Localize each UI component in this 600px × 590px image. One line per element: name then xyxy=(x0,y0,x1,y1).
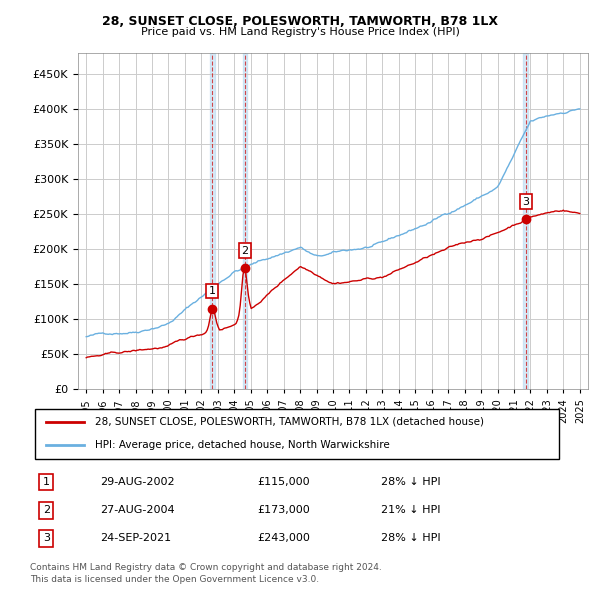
Text: 2: 2 xyxy=(43,505,50,515)
Text: 1: 1 xyxy=(43,477,50,487)
Text: Price paid vs. HM Land Registry's House Price Index (HPI): Price paid vs. HM Land Registry's House … xyxy=(140,27,460,37)
Text: 28, SUNSET CLOSE, POLESWORTH, TAMWORTH, B78 1LX (detached house): 28, SUNSET CLOSE, POLESWORTH, TAMWORTH, … xyxy=(95,417,484,427)
Text: 27-AUG-2004: 27-AUG-2004 xyxy=(100,505,175,515)
Text: £243,000: £243,000 xyxy=(257,533,310,543)
Text: 2: 2 xyxy=(241,245,248,255)
Bar xyxy=(209,53,215,389)
Text: 3: 3 xyxy=(43,533,50,543)
Text: 3: 3 xyxy=(523,196,529,206)
Text: 28% ↓ HPI: 28% ↓ HPI xyxy=(381,477,440,487)
Text: HPI: Average price, detached house, North Warwickshire: HPI: Average price, detached house, Nort… xyxy=(95,440,389,450)
Text: 28% ↓ HPI: 28% ↓ HPI xyxy=(381,533,440,543)
Text: £115,000: £115,000 xyxy=(257,477,310,487)
Bar xyxy=(523,53,528,389)
Text: 24-SEP-2021: 24-SEP-2021 xyxy=(100,533,172,543)
Bar xyxy=(242,53,247,389)
Text: 28, SUNSET CLOSE, POLESWORTH, TAMWORTH, B78 1LX: 28, SUNSET CLOSE, POLESWORTH, TAMWORTH, … xyxy=(102,15,498,28)
Text: Contains HM Land Registry data © Crown copyright and database right 2024.: Contains HM Land Registry data © Crown c… xyxy=(30,563,382,572)
Text: £173,000: £173,000 xyxy=(257,505,310,515)
FancyBboxPatch shape xyxy=(35,409,559,459)
Text: This data is licensed under the Open Government Licence v3.0.: This data is licensed under the Open Gov… xyxy=(30,575,319,584)
Text: 1: 1 xyxy=(209,286,215,296)
Text: 29-AUG-2002: 29-AUG-2002 xyxy=(100,477,175,487)
Text: 21% ↓ HPI: 21% ↓ HPI xyxy=(381,505,440,515)
